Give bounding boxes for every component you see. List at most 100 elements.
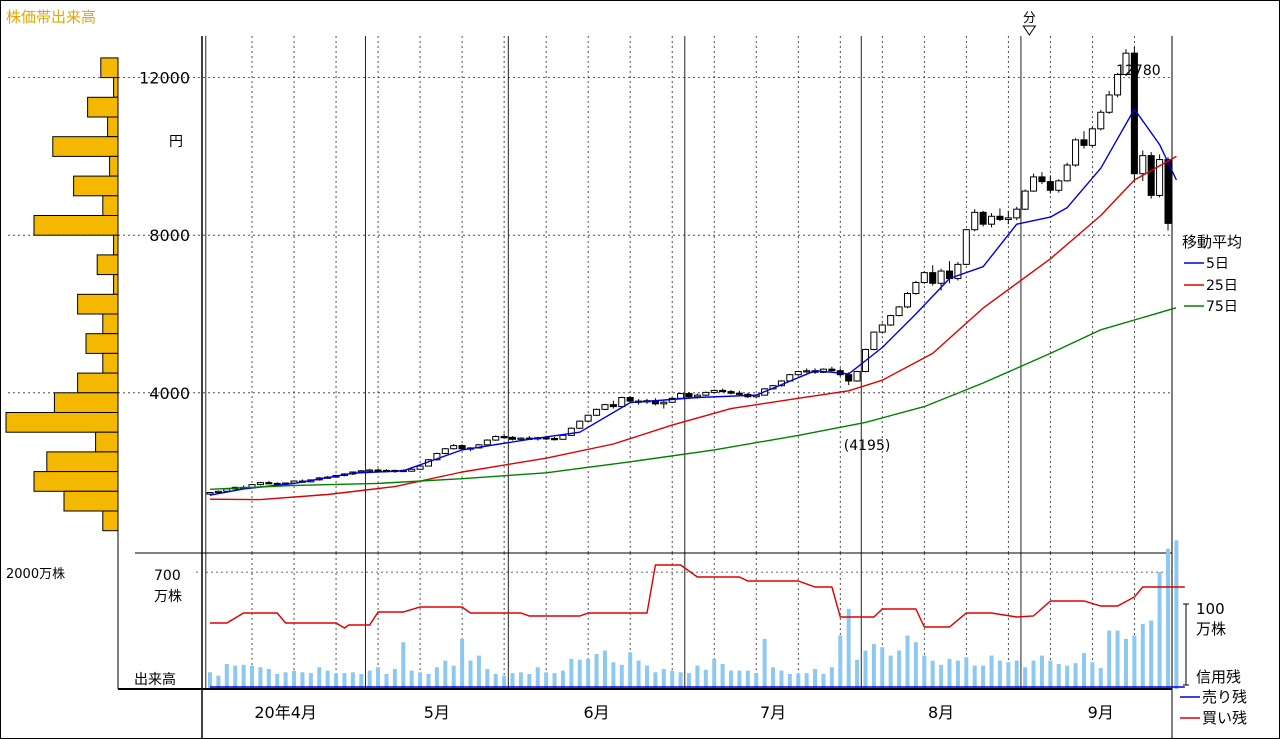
price-tick-label: 12000	[139, 69, 190, 88]
volume-bar	[687, 673, 691, 689]
candle-up	[366, 469, 374, 472]
candle-up	[895, 306, 903, 317]
volume-bar	[266, 668, 271, 689]
candle-up	[416, 465, 424, 470]
volume-bar	[1090, 662, 1095, 689]
volume-bar	[510, 673, 515, 689]
split-marker-icon	[1022, 25, 1037, 36]
volume-bar	[905, 635, 910, 689]
candle-up	[601, 404, 609, 410]
volume-bar	[947, 658, 952, 689]
candle-up	[441, 448, 449, 454]
volume-bar	[1056, 663, 1061, 689]
candle-down	[609, 404, 617, 408]
candle-down	[979, 211, 987, 225]
volume-bar	[258, 667, 263, 689]
volume-bar	[628, 652, 633, 689]
profile-bar	[102, 195, 119, 217]
month-label: 6月	[583, 703, 609, 722]
candle-up	[214, 490, 222, 493]
candle-down	[1038, 176, 1046, 183]
volume-bar	[434, 667, 439, 689]
low-price-annotation: (4195)	[844, 438, 891, 454]
candle-down	[996, 215, 1004, 220]
volume-bar	[460, 638, 465, 689]
volume-bar	[897, 650, 902, 689]
price-grid	[8, 77, 1172, 394]
profile-bar	[107, 116, 119, 138]
legend-background	[1176, 228, 1276, 320]
candle-down	[374, 469, 382, 472]
volume-grid	[196, 553, 1172, 689]
volume-bar	[846, 608, 851, 689]
volume-bar	[401, 642, 406, 689]
legend-item-75: 75日	[1206, 299, 1238, 315]
candle-up	[988, 215, 996, 225]
volume-bar	[670, 670, 675, 689]
candle-up	[206, 491, 214, 495]
profile-bar	[102, 313, 119, 335]
candle-up	[1013, 208, 1021, 219]
volume-bar	[813, 668, 818, 689]
volume-bar	[981, 665, 986, 689]
profile-bar	[46, 451, 119, 473]
legend-item-5: 5日	[1206, 256, 1229, 272]
profile-bar	[63, 490, 119, 512]
credit-buy-label: 買い残	[1202, 709, 1247, 727]
volume-bar	[737, 670, 742, 689]
volume-bar	[796, 673, 801, 689]
candle-up	[492, 436, 500, 441]
candle-up	[1030, 176, 1038, 192]
volume-bar	[367, 670, 372, 689]
volume-left-unit: 万株	[154, 589, 182, 605]
volume-bar	[1014, 660, 1019, 689]
volume-bar	[871, 643, 876, 689]
candle-up	[702, 391, 710, 396]
candle-down	[727, 391, 735, 394]
volume-bar	[1048, 660, 1053, 689]
volume-bar	[762, 638, 767, 689]
volume-left-tick: 700	[154, 568, 181, 584]
volume-bar	[208, 672, 212, 689]
candle-down	[542, 437, 550, 440]
volume-bar	[1039, 655, 1044, 689]
volume-bar	[972, 665, 977, 689]
volume-bar	[493, 673, 498, 689]
candle-up	[1004, 217, 1012, 220]
volume-bar	[552, 673, 557, 689]
month-label: 7月	[760, 703, 786, 722]
candle-up	[693, 394, 701, 398]
candle-down	[685, 393, 693, 398]
volume-bar	[216, 675, 221, 689]
profile-bar	[113, 274, 119, 295]
candle-down	[458, 445, 466, 450]
candle-up	[483, 439, 491, 446]
volume-bar	[653, 672, 658, 689]
profile-bar	[100, 57, 119, 79]
volume-bar	[241, 664, 246, 689]
time-grid	[201, 36, 1173, 739]
candle-up	[593, 408, 601, 416]
volume-bar	[863, 650, 868, 689]
volume-bar	[754, 673, 759, 689]
volume-bar	[300, 672, 305, 689]
volume-bar	[729, 670, 734, 689]
volume-bar	[350, 672, 355, 689]
volume-bar	[880, 647, 885, 689]
volume-bar	[451, 665, 456, 689]
candle-up	[1156, 159, 1164, 196]
candle-up	[803, 370, 811, 373]
volume-bar	[1098, 668, 1103, 689]
candles	[206, 46, 1172, 496]
candle-down	[1080, 139, 1088, 146]
credit-line-買い残	[210, 564, 1185, 629]
candle-up	[1088, 128, 1096, 146]
volume-bar	[560, 670, 565, 689]
candle-down	[719, 389, 727, 393]
volume-bar	[502, 675, 507, 689]
volume-bar	[930, 660, 935, 689]
profile-bar	[5, 412, 119, 433]
candle-up	[1105, 94, 1113, 113]
volume-bar	[250, 665, 255, 689]
volume-bar	[989, 655, 994, 689]
